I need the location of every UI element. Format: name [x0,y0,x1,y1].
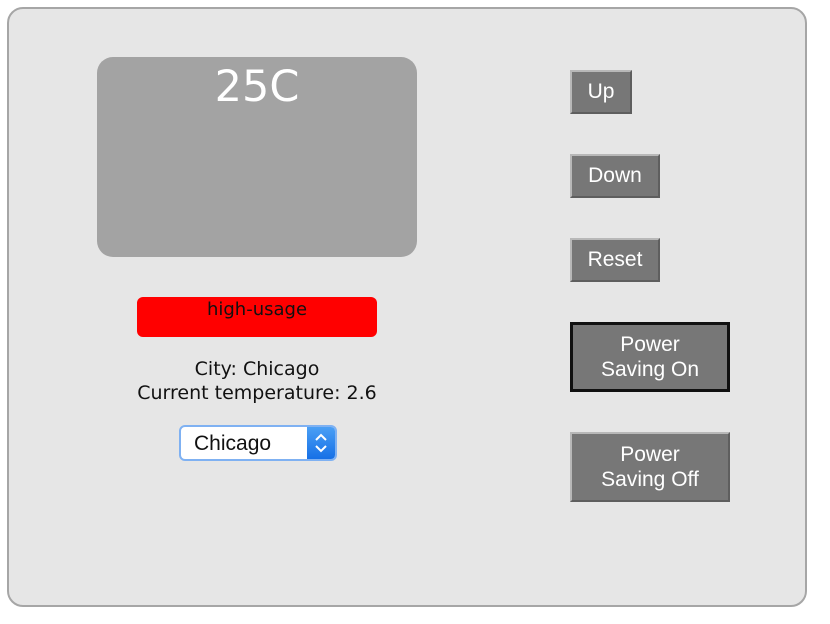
city-select-value: Chicago [194,432,272,455]
temperature-readout: 25C [214,62,300,112]
power-saving-off-label-line1: Power [620,443,680,466]
power-saving-off-button[interactable]: Power Saving Off [570,432,730,502]
thermostat-panel: 25C high-usage City: Chicago Current tem… [7,7,807,607]
power-saving-on-button[interactable]: Power Saving On [570,322,730,392]
down-button[interactable]: Down [570,154,660,198]
power-saving-on-label-line1: Power [620,333,680,356]
city-select[interactable]: Chicago [179,425,337,461]
reset-button[interactable]: Reset [570,238,660,282]
city-label: City: Chicago [194,358,320,380]
temperature-display: 25C [97,57,417,257]
power-saving-on-label-line2: Saving On [600,358,700,381]
usage-status-badge: high-usage [137,297,377,337]
select-arrows-icon [307,427,335,459]
city-info: City: Chicago Current temperature: 2.6 [97,357,417,405]
up-button[interactable]: Up [570,70,632,114]
power-saving-off-label-line2: Saving Off [601,468,699,491]
current-temperature-label: Current temperature: 2.6 [137,382,377,404]
